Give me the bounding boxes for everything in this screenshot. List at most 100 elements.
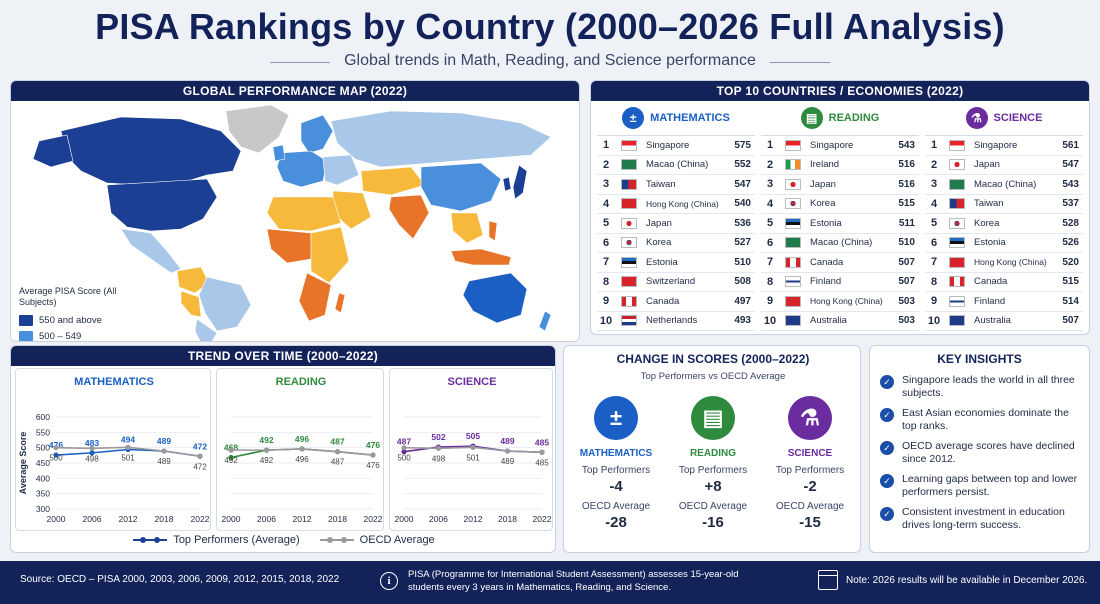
insight-item: ✓ OECD average scores have declined since… [870,440,1089,466]
x-tick-label: 2018 [328,514,347,524]
data-point[interactable] [299,446,305,452]
table-row[interactable]: 10 Australia 507 [925,312,1083,331]
korea-flag-icon [621,237,637,249]
table-row[interactable]: 2 Macao (China) 552 [597,156,755,175]
rank-number: 4 [602,197,610,210]
oecd-average-label: OECD Average [581,501,651,512]
table-row[interactable]: 10 Australia 503 [761,312,919,331]
data-point[interactable] [539,449,545,455]
table-row[interactable]: 3 Taiwan 547 [597,175,755,195]
rank-list: 1 Singapore 543 2 Ireland 516 3 Japan 516 4 Korea 5… [761,135,919,331]
data-point[interactable] [89,445,95,451]
math-icon: ± [622,107,645,129]
finland-flag-icon [785,276,801,288]
table-row[interactable]: 10 Netherlands 493 [597,312,755,331]
data-point[interactable] [334,449,341,455]
insight-item: ✓ Singapore leads the world in all three … [870,374,1089,400]
data-point[interactable] [228,454,234,461]
table-row[interactable]: 1 Singapore 575 [597,136,755,156]
table-row[interactable]: 9 Hong Kong (China) 503 [761,292,919,312]
trend-chart-science: SCIENCE 2000 2006 2012 2018 2022 487 502 505 489 4… [389,368,553,531]
country-name: Taiwan [646,178,676,190]
world-map[interactable] [11,101,580,342]
table-row[interactable]: 2 Japan 547 [925,156,1083,175]
insights-title: KEY INSIGHTS [937,352,1022,366]
table-row[interactable]: 4 Korea 515 [761,195,919,214]
table-row[interactable]: 3 Japan 516 [761,175,919,195]
rank-number: 7 [602,256,610,269]
line-chart: SCIENCE 2000 2006 2012 2018 2022 487 502 505 489 4… [395,376,552,524]
country-name: Korea [646,237,672,249]
data-point[interactable] [53,445,59,451]
table-row[interactable]: 3 Macao (China) 543 [925,175,1083,195]
data-point[interactable] [53,452,59,458]
y-axis-label: Average Score [18,432,28,495]
data-point[interactable] [470,444,476,450]
rank-number: 6 [602,236,610,249]
table-row[interactable]: 7 Estonia 510 [597,253,755,273]
table-row[interactable]: 2 Ireland 516 [761,156,919,175]
table-row[interactable]: 4 Hong Kong (China) 540 [597,195,755,214]
trend-panel: TREND OVER TIME (2000–2022) MATHEMATICS 3… [10,345,556,553]
map-region-argentina [194,318,218,341]
table-row[interactable]: 5 Korea 528 [925,214,1083,234]
x-tick-label: 2022 [191,514,210,524]
legend-swatch [19,330,33,341]
table-row[interactable]: 8 Canada 515 [925,273,1083,292]
data-point[interactable] [125,444,131,450]
data-point[interactable] [89,450,95,456]
table-row[interactable]: 9 Finland 514 [925,292,1083,312]
rank-number: 2 [930,158,938,171]
top-performers-label: Top Performers [581,465,651,476]
data-label: 505 [466,431,480,441]
data-point[interactable] [263,447,270,453]
map-region-india [388,194,430,240]
table-row[interactable]: 9 Canada 497 [597,292,755,312]
data-point[interactable] [504,448,511,454]
table-row[interactable]: 1 Singapore 561 [925,136,1083,156]
data-point[interactable] [401,445,407,451]
data-point[interactable] [401,449,407,455]
insight-text: OECD average scores have declined since … [902,440,1075,465]
map-region-usa [106,178,218,232]
map-region-uk [272,144,286,162]
table-row[interactable]: 5 Japan 536 [597,214,755,234]
data-point[interactable] [370,452,376,458]
country-score: 507 [898,256,915,268]
data-point[interactable] [228,447,234,453]
data-label: 487 [331,458,345,467]
table-row[interactable]: 8 Switzerland 508 [597,273,755,292]
rank-list: 1 Singapore 561 2 Japan 547 3 Macao (China) 543 4… [925,135,1083,331]
change-column: ⚗ SCIENCE Top Performers -2 OECD Average -15 [762,396,858,531]
table-row[interactable]: 1 Singapore 543 [761,136,919,156]
rank-number: 2 [602,158,610,171]
table-row[interactable]: 7 Canada 507 [761,253,919,273]
map-region-southern-africa [298,272,332,322]
data-label: 487 [330,437,344,447]
table-row[interactable]: 7 Hong Kong (China) 520 [925,253,1083,273]
country-score: 547 [734,178,751,190]
insight-text: Learning gaps between top and lower perf… [902,473,1078,498]
oecd-average-change: -15 [799,514,821,531]
korea-flag-icon [949,217,965,229]
table-row[interactable]: 6 Korea 527 [597,234,755,253]
trend-chart-reading: READING 2000 2006 2012 2018 2022 468 492 496 487 4… [216,368,384,531]
data-label: 472 [193,441,207,451]
table-row[interactable]: 5 Estonia 511 [761,214,919,234]
japan-flag-icon [621,217,637,229]
chart-title: READING [276,376,327,388]
switzerland-flag-icon [621,276,637,288]
table-row[interactable]: 4 Taiwan 537 [925,195,1083,214]
country-name: Macao (China) [646,159,709,171]
subject-label: READING [828,112,880,124]
page-subtitle: Global trends in Math, Reading, and Scie… [270,52,830,70]
data-label: 476 [366,461,380,470]
data-point[interactable] [435,445,442,451]
data-point[interactable] [197,453,203,459]
table-row[interactable]: 8 Finland 507 [761,273,919,292]
data-point[interactable] [161,448,167,454]
table-row[interactable]: 6 Estonia 526 [925,234,1083,253]
table-row[interactable]: 6 Macao (China) 510 [761,234,919,253]
data-label: 485 [535,437,549,447]
country-name: Macao (China) [810,237,873,249]
